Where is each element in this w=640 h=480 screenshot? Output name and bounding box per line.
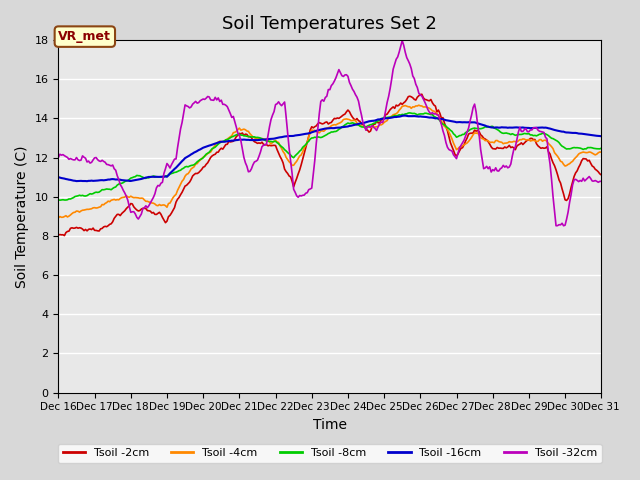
Tsoil -2cm xyxy=(157,211,164,217)
Line: Tsoil -32cm: Tsoil -32cm xyxy=(58,40,601,226)
Tsoil -8cm xyxy=(71,193,79,199)
Tsoil -2cm xyxy=(54,232,62,238)
Tsoil -4cm xyxy=(70,210,77,216)
Tsoil -8cm xyxy=(406,110,413,116)
Tsoil -16cm xyxy=(54,174,62,180)
Tsoil -16cm xyxy=(157,174,164,180)
Text: VR_met: VR_met xyxy=(58,30,111,43)
Tsoil -8cm xyxy=(597,145,605,151)
Tsoil -16cm xyxy=(383,115,391,121)
Tsoil -32cm xyxy=(156,183,163,189)
Tsoil -2cm xyxy=(365,129,373,135)
Tsoil -4cm xyxy=(54,215,62,221)
Tsoil -16cm xyxy=(597,133,605,139)
Tsoil -32cm xyxy=(364,124,371,130)
Tsoil -32cm xyxy=(597,179,605,184)
Tsoil -32cm xyxy=(394,54,401,60)
Line: Tsoil -8cm: Tsoil -8cm xyxy=(58,113,601,200)
Tsoil -2cm xyxy=(534,143,542,149)
Legend: Tsoil -2cm, Tsoil -4cm, Tsoil -8cm, Tsoil -16cm, Tsoil -32cm: Tsoil -2cm, Tsoil -4cm, Tsoil -8cm, Tsoi… xyxy=(58,444,602,463)
Line: Tsoil -4cm: Tsoil -4cm xyxy=(58,105,601,218)
Tsoil -32cm xyxy=(532,125,540,131)
Y-axis label: Soil Temperature (C): Soil Temperature (C) xyxy=(15,145,29,288)
Tsoil -32cm xyxy=(70,157,77,163)
Tsoil -8cm xyxy=(383,115,391,120)
Tsoil -2cm xyxy=(61,233,68,239)
Title: Soil Temperatures Set 2: Soil Temperatures Set 2 xyxy=(222,15,437,33)
Tsoil -8cm xyxy=(54,197,62,203)
Tsoil -4cm xyxy=(156,202,163,207)
Tsoil -4cm xyxy=(532,139,540,144)
Tsoil -2cm xyxy=(418,91,426,97)
Tsoil -32cm xyxy=(54,155,62,160)
Line: Tsoil -2cm: Tsoil -2cm xyxy=(58,94,601,236)
Tsoil -2cm xyxy=(597,172,605,178)
Tsoil -16cm xyxy=(401,113,409,119)
Tsoil -32cm xyxy=(382,108,390,113)
Tsoil -32cm xyxy=(398,37,406,43)
Tsoil -16cm xyxy=(534,125,542,131)
Tsoil -4cm xyxy=(597,149,605,155)
Tsoil -4cm xyxy=(382,119,390,124)
Tsoil -2cm xyxy=(383,111,391,117)
Tsoil -32cm xyxy=(552,223,560,228)
Tsoil -8cm xyxy=(157,174,164,180)
Tsoil -2cm xyxy=(71,225,79,231)
Tsoil -16cm xyxy=(83,178,91,184)
Tsoil -8cm xyxy=(534,132,542,138)
Tsoil -16cm xyxy=(365,119,373,124)
Tsoil -4cm xyxy=(415,102,422,108)
X-axis label: Time: Time xyxy=(313,418,347,432)
Tsoil -8cm xyxy=(56,197,64,203)
Tsoil -4cm xyxy=(364,123,371,129)
Tsoil -2cm xyxy=(396,102,403,108)
Tsoil -8cm xyxy=(365,122,373,128)
Tsoil -8cm xyxy=(396,112,403,118)
Line: Tsoil -16cm: Tsoil -16cm xyxy=(58,116,601,181)
Tsoil -16cm xyxy=(70,178,77,183)
Tsoil -16cm xyxy=(396,114,403,120)
Tsoil -4cm xyxy=(394,109,401,115)
